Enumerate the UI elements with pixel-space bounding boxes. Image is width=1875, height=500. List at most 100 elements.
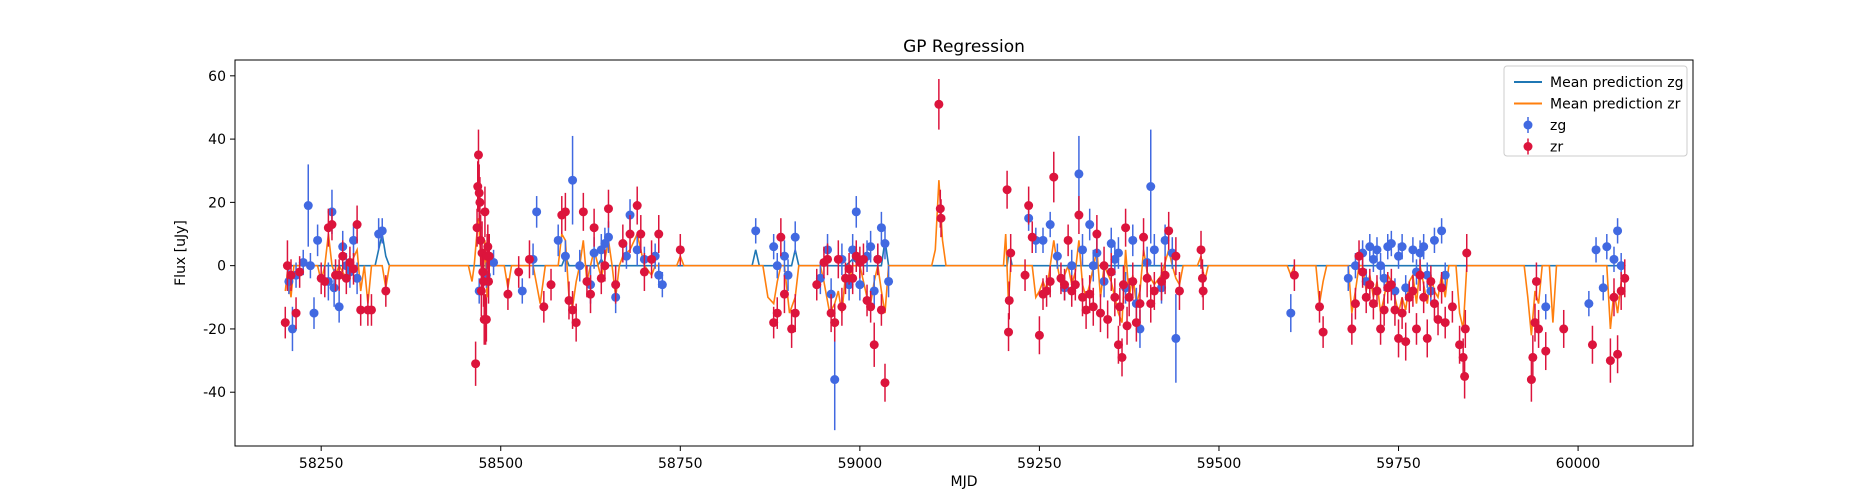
zr-marker (349, 264, 358, 273)
zg-marker (830, 375, 839, 384)
zg-marker (1430, 236, 1439, 245)
zg-marker (1074, 169, 1083, 178)
x-axis-ticks: 58250 58500 58750 59000 59250 59500 59750 60000 (299, 446, 1600, 472)
zr-marker (1074, 211, 1083, 220)
zr-marker (1358, 267, 1367, 276)
zr-marker (834, 255, 843, 264)
legend-marker-swatch (1524, 121, 1533, 130)
zr-marker (1541, 347, 1550, 356)
zr-marker (1096, 309, 1105, 318)
zr-marker (381, 286, 390, 295)
chart-title: GP Regression (903, 37, 1025, 57)
zr-marker (636, 230, 645, 239)
zr-marker (1164, 226, 1173, 235)
zr-marker (780, 290, 789, 299)
zr-marker (812, 280, 821, 289)
zr-marker (1426, 277, 1435, 286)
zr-marker (579, 207, 588, 216)
zr-marker (1459, 353, 1468, 362)
zr-data-point (1527, 357, 1536, 401)
legend-marker-swatch (1524, 142, 1533, 151)
legend-label: Mean prediction zr (1550, 97, 1681, 113)
zr-data-point (1074, 196, 1083, 234)
zr-marker (1103, 315, 1112, 324)
zr-marker (474, 150, 483, 159)
zg-marker (561, 252, 570, 261)
zr-marker (1528, 353, 1537, 362)
zg-data-point (791, 221, 800, 253)
zr-marker (1534, 324, 1543, 333)
zr-marker (295, 267, 304, 276)
legend-label: zg (1550, 118, 1566, 134)
zg-marker (773, 261, 782, 270)
zr-marker (870, 340, 879, 349)
zr-data-point (1441, 307, 1450, 339)
zg-marker (532, 207, 541, 216)
zr-marker (1135, 299, 1144, 308)
zr-marker (485, 252, 494, 261)
zr-data-point (1423, 319, 1432, 357)
zr-marker (1380, 305, 1389, 314)
zr-marker (1028, 233, 1037, 242)
zg-data-point (532, 196, 541, 228)
zr-marker (1588, 340, 1597, 349)
zr-marker (1448, 302, 1457, 311)
x-tick-label: 58500 (478, 456, 523, 472)
zr-marker (482, 315, 491, 324)
y-tick-label: 40 (208, 132, 226, 148)
zg-marker (1286, 309, 1295, 318)
zr-data-point (1588, 326, 1597, 364)
zr-data-point (1035, 316, 1044, 354)
x-tick-label: 59250 (1017, 456, 1062, 472)
legend: Mean prediction zgMean prediction zrzgzr (1504, 66, 1687, 156)
zg-marker (1599, 283, 1608, 292)
zr-marker (654, 230, 663, 239)
zr-marker (353, 220, 362, 229)
zg-data-point (1541, 294, 1550, 319)
x-tick-label: 59500 (1197, 456, 1242, 472)
zr-data-point (880, 364, 889, 402)
zr-marker (859, 255, 868, 264)
zr-marker (1024, 201, 1033, 210)
zg-data-point (306, 253, 315, 278)
zr-marker (830, 318, 839, 327)
zr-data-point (1528, 335, 1537, 379)
zg-marker (604, 233, 613, 242)
zg-marker (1046, 220, 1055, 229)
zr-marker (937, 214, 946, 223)
zr-data-point (1559, 310, 1568, 348)
zr-marker (1021, 271, 1030, 280)
zr-marker (1100, 261, 1109, 270)
zg-data-point (1599, 275, 1608, 300)
zg-data-point (852, 196, 861, 228)
zr-marker (1419, 293, 1428, 302)
zr-marker (1461, 324, 1470, 333)
zr-marker (338, 252, 347, 261)
zr-marker (1071, 280, 1080, 289)
zr-marker (514, 267, 523, 276)
zg-data-point (1344, 266, 1353, 291)
y-tick-label: 60 (208, 69, 226, 85)
zr-data-point (579, 193, 588, 231)
zg-marker (1592, 245, 1601, 254)
zr-data-point (1096, 294, 1105, 332)
zr-data-point (604, 190, 613, 228)
zg-data-point (304, 164, 313, 246)
zr-marker (1437, 283, 1446, 292)
zg-marker (1541, 302, 1550, 311)
zr-data-point (934, 79, 943, 130)
zr-marker (539, 302, 548, 311)
zg-marker (884, 277, 893, 286)
zr-marker (626, 230, 635, 239)
zg-data-point (1039, 228, 1048, 253)
zr-data-point (1103, 300, 1112, 338)
zg-marker (1602, 242, 1611, 251)
plot-area (281, 79, 1629, 430)
zr-marker (281, 318, 290, 327)
zr-marker (1139, 233, 1148, 242)
zr-marker (1197, 245, 1206, 254)
zr-marker (934, 100, 943, 109)
zr-marker (773, 309, 782, 318)
zr-marker (476, 236, 485, 245)
zg-data-point (830, 329, 839, 430)
